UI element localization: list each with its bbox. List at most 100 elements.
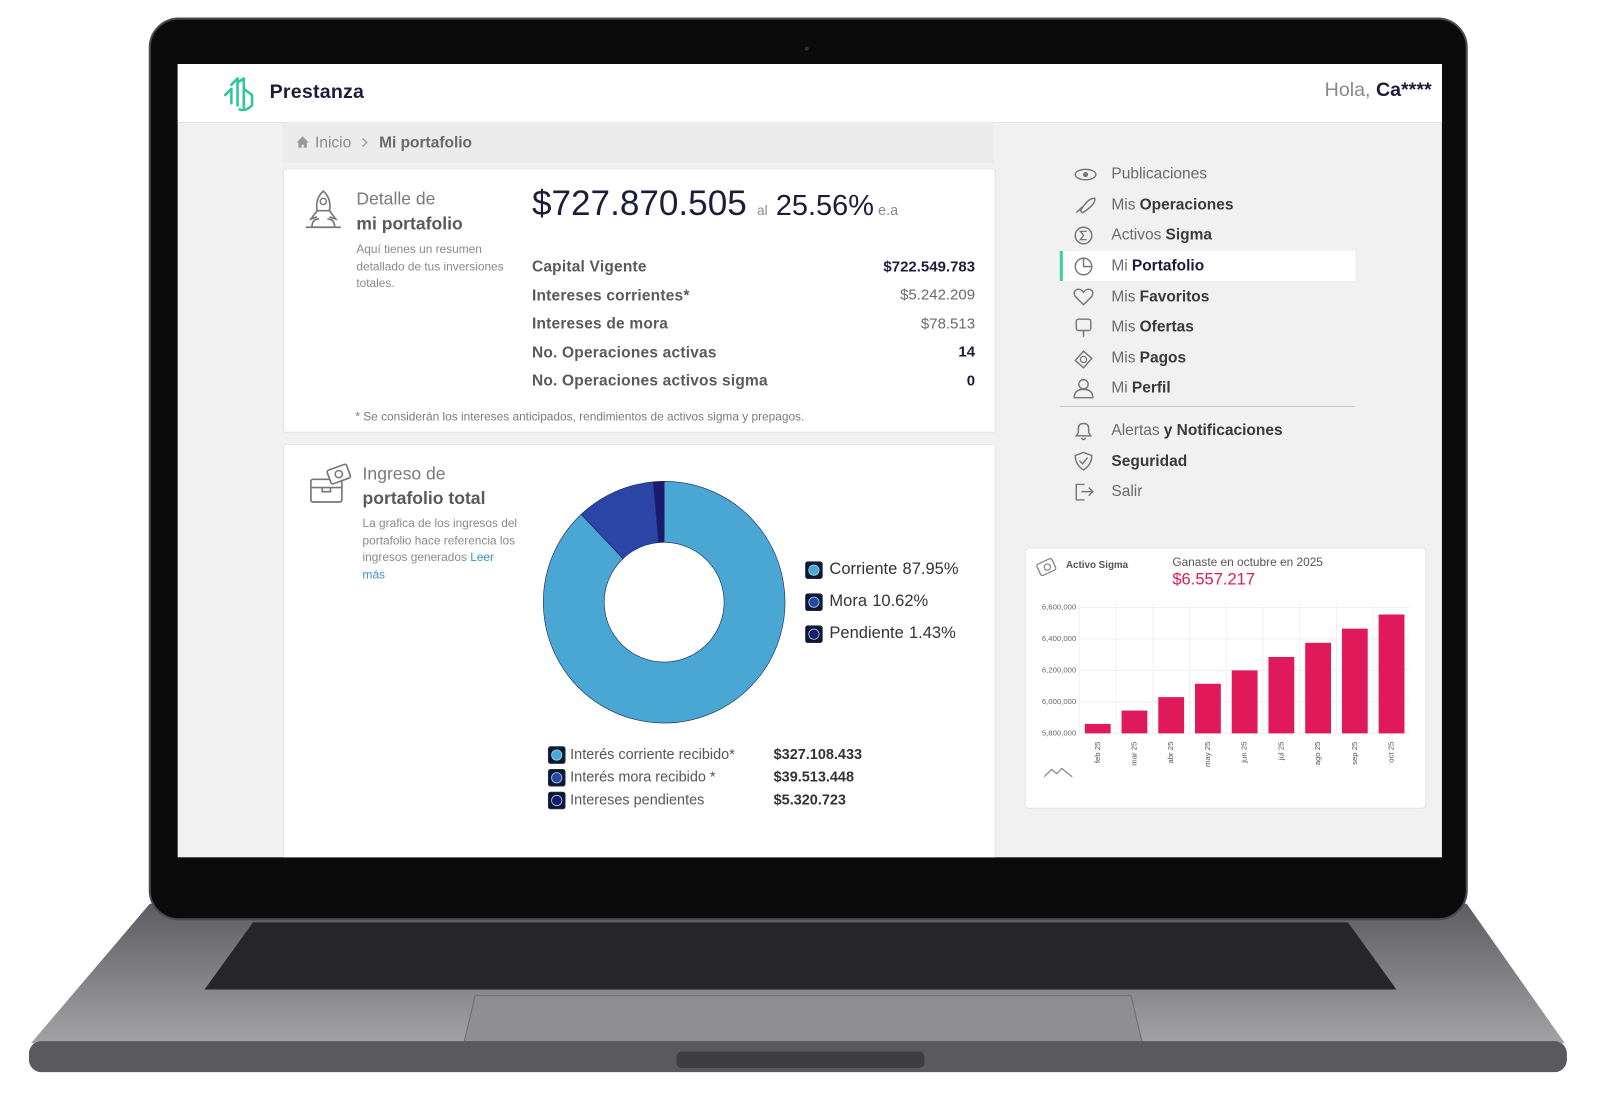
rate-unit: e.a bbox=[878, 201, 899, 218]
income-icon bbox=[310, 463, 352, 503]
rate: 25.56% bbox=[775, 189, 874, 222]
camera bbox=[804, 46, 809, 51]
bar bbox=[1305, 642, 1332, 734]
y-tick-label: 6,400,000 bbox=[1042, 634, 1076, 643]
breadcrumb: Inicio Mi portafolio bbox=[283, 121, 994, 164]
menu-text: Mi bbox=[1111, 257, 1128, 275]
menu-item[interactable]: Publicaciones bbox=[1060, 159, 1355, 190]
legend-dot bbox=[551, 794, 563, 807]
sparkline-icon bbox=[1043, 767, 1073, 778]
menu-text-bold: Pagos bbox=[1139, 348, 1187, 367]
breadcrumb-current: Mi portafolio bbox=[379, 134, 473, 152]
row-label: Intereses corrientes* bbox=[531, 286, 690, 305]
y-tick-label: 6,000,000 bbox=[1042, 697, 1076, 706]
menu-text: Mis bbox=[1111, 318, 1136, 336]
x-tick-label: ago 25 bbox=[1313, 742, 1322, 766]
row-value: $5.242.209 bbox=[900, 287, 976, 304]
row: No. Operaciones activas 14 bbox=[532, 338, 975, 366]
donut-slice bbox=[543, 481, 786, 724]
logo-text[interactable]: Prestanza bbox=[269, 81, 365, 104]
portfolio-icon bbox=[305, 189, 341, 229]
menu-text: Salir bbox=[1111, 482, 1143, 501]
menu-item[interactable]: Mis Pagos bbox=[1060, 342, 1355, 373]
portfolio-total: $727.870.505 al 25.56% e.a bbox=[532, 184, 898, 224]
title-line: Ingreso de bbox=[362, 463, 446, 484]
legend-entry: Pendiente 1.43% bbox=[829, 624, 956, 643]
sigma-amount: $6.557.217 bbox=[1172, 571, 1256, 589]
menu-item[interactable]: Salir bbox=[1060, 476, 1355, 507]
row: No. Operaciones activos sigma 0 bbox=[532, 367, 975, 395]
menu-text-bold: Sigma bbox=[1165, 226, 1212, 245]
menu-item[interactable]: Mi Perfil bbox=[1060, 373, 1355, 404]
legend-value: 10.62% bbox=[872, 592, 928, 611]
x-tick-label: sep 25 bbox=[1350, 742, 1359, 765]
menu-item[interactable]: Mis Ofertas bbox=[1060, 312, 1355, 343]
home-icon bbox=[296, 136, 309, 148]
x-tick-label: jun 25 bbox=[1240, 742, 1249, 764]
legend-dot bbox=[808, 564, 820, 576]
legend-dot bbox=[808, 596, 820, 608]
user-name[interactable]: Ca**** bbox=[1375, 79, 1432, 102]
bar bbox=[1084, 723, 1111, 734]
title-line-bold: mi portafolio bbox=[356, 213, 463, 234]
menu-divider bbox=[1059, 405, 1356, 407]
greeting: Hola, Ca**** bbox=[1325, 80, 1432, 103]
menu-item[interactable]: Alertas y Notificaciones bbox=[1060, 415, 1355, 446]
summary-label: Interés mora recibido * bbox=[570, 770, 716, 786]
portfolio-card bbox=[283, 168, 996, 433]
row-label: No. Operaciones activos sigma bbox=[531, 372, 768, 390]
breadcrumb-link[interactable]: Inicio bbox=[315, 134, 352, 152]
connector: al bbox=[757, 202, 768, 218]
income-title: Ingreso de portafolio total bbox=[363, 462, 486, 512]
row: Intereses corrientes* $5.242.209 bbox=[532, 281, 975, 309]
legend-entry: Corriente 87.95% bbox=[829, 560, 958, 579]
sigma-icon bbox=[1036, 557, 1057, 577]
menu-text-bold: Perfil bbox=[1131, 379, 1171, 398]
row-label: No. Operaciones activas bbox=[531, 343, 717, 362]
sigma-caption: Ganaste en octubre en 2025 bbox=[1172, 556, 1323, 570]
bar bbox=[1195, 683, 1221, 734]
bar bbox=[1268, 656, 1295, 734]
menu-text: Mi bbox=[1111, 379, 1128, 398]
menu-text-bold: Operaciones bbox=[1139, 196, 1234, 214]
legend-entry: Mora 10.62% bbox=[829, 592, 928, 611]
menu-item-active[interactable]: Mi Portafolio bbox=[1059, 250, 1356, 282]
menu-item[interactable]: Mis Favoritos bbox=[1060, 281, 1355, 312]
total-amount: $727.870.505 bbox=[531, 183, 747, 224]
summary-value: $5.320.723 bbox=[774, 792, 846, 808]
row-value: $722.549.783 bbox=[883, 258, 976, 276]
legend-dot bbox=[551, 749, 563, 761]
legend-name: Pendiente bbox=[829, 624, 903, 643]
donut-slice bbox=[652, 481, 665, 543]
x-tick-label: oct 25 bbox=[1387, 742, 1396, 763]
row: Capital Vigente $722.549.783 bbox=[532, 253, 975, 281]
keyboard bbox=[204, 922, 1397, 990]
bar bbox=[1231, 670, 1258, 734]
summary-value: $327.108.433 bbox=[774, 747, 862, 763]
description-text: La grafica de los ingresos del portafoli… bbox=[362, 517, 518, 564]
bar bbox=[1378, 614, 1405, 734]
bar bbox=[1341, 628, 1368, 734]
portfolio-description: Aquí tienes un resumen detallado de tus … bbox=[356, 243, 504, 291]
summary-label: Interés corriente recibido* bbox=[570, 747, 735, 763]
sigma-label: Activo Sigma bbox=[1065, 559, 1129, 572]
x-tick-label: feb 25 bbox=[1093, 742, 1102, 764]
menu-item[interactable]: Mis Operaciones bbox=[1060, 190, 1355, 221]
row-value: $78.513 bbox=[920, 315, 976, 333]
menu-item[interactable]: Seguridad bbox=[1060, 446, 1355, 477]
menu-text: Mis bbox=[1111, 196, 1136, 214]
menu-text: Mis bbox=[1111, 287, 1136, 306]
trackpad bbox=[463, 995, 1144, 1044]
bar bbox=[1121, 710, 1148, 734]
menu-text: Mis bbox=[1111, 348, 1136, 367]
read-more-link[interactable]: Leer más bbox=[362, 551, 494, 582]
legend-value: 87.95% bbox=[903, 560, 959, 579]
row: Intereses de mora $78.513 bbox=[532, 310, 975, 338]
portfolio-title: Detalle de mi portafolio bbox=[356, 187, 462, 237]
x-tick-label: mar 25 bbox=[1130, 742, 1139, 766]
menu-item[interactable]: Activos Sigma bbox=[1060, 220, 1355, 251]
row-value: 0 bbox=[966, 372, 976, 390]
top-bar: Prestanza Hola, Ca**** bbox=[177, 64, 1442, 123]
